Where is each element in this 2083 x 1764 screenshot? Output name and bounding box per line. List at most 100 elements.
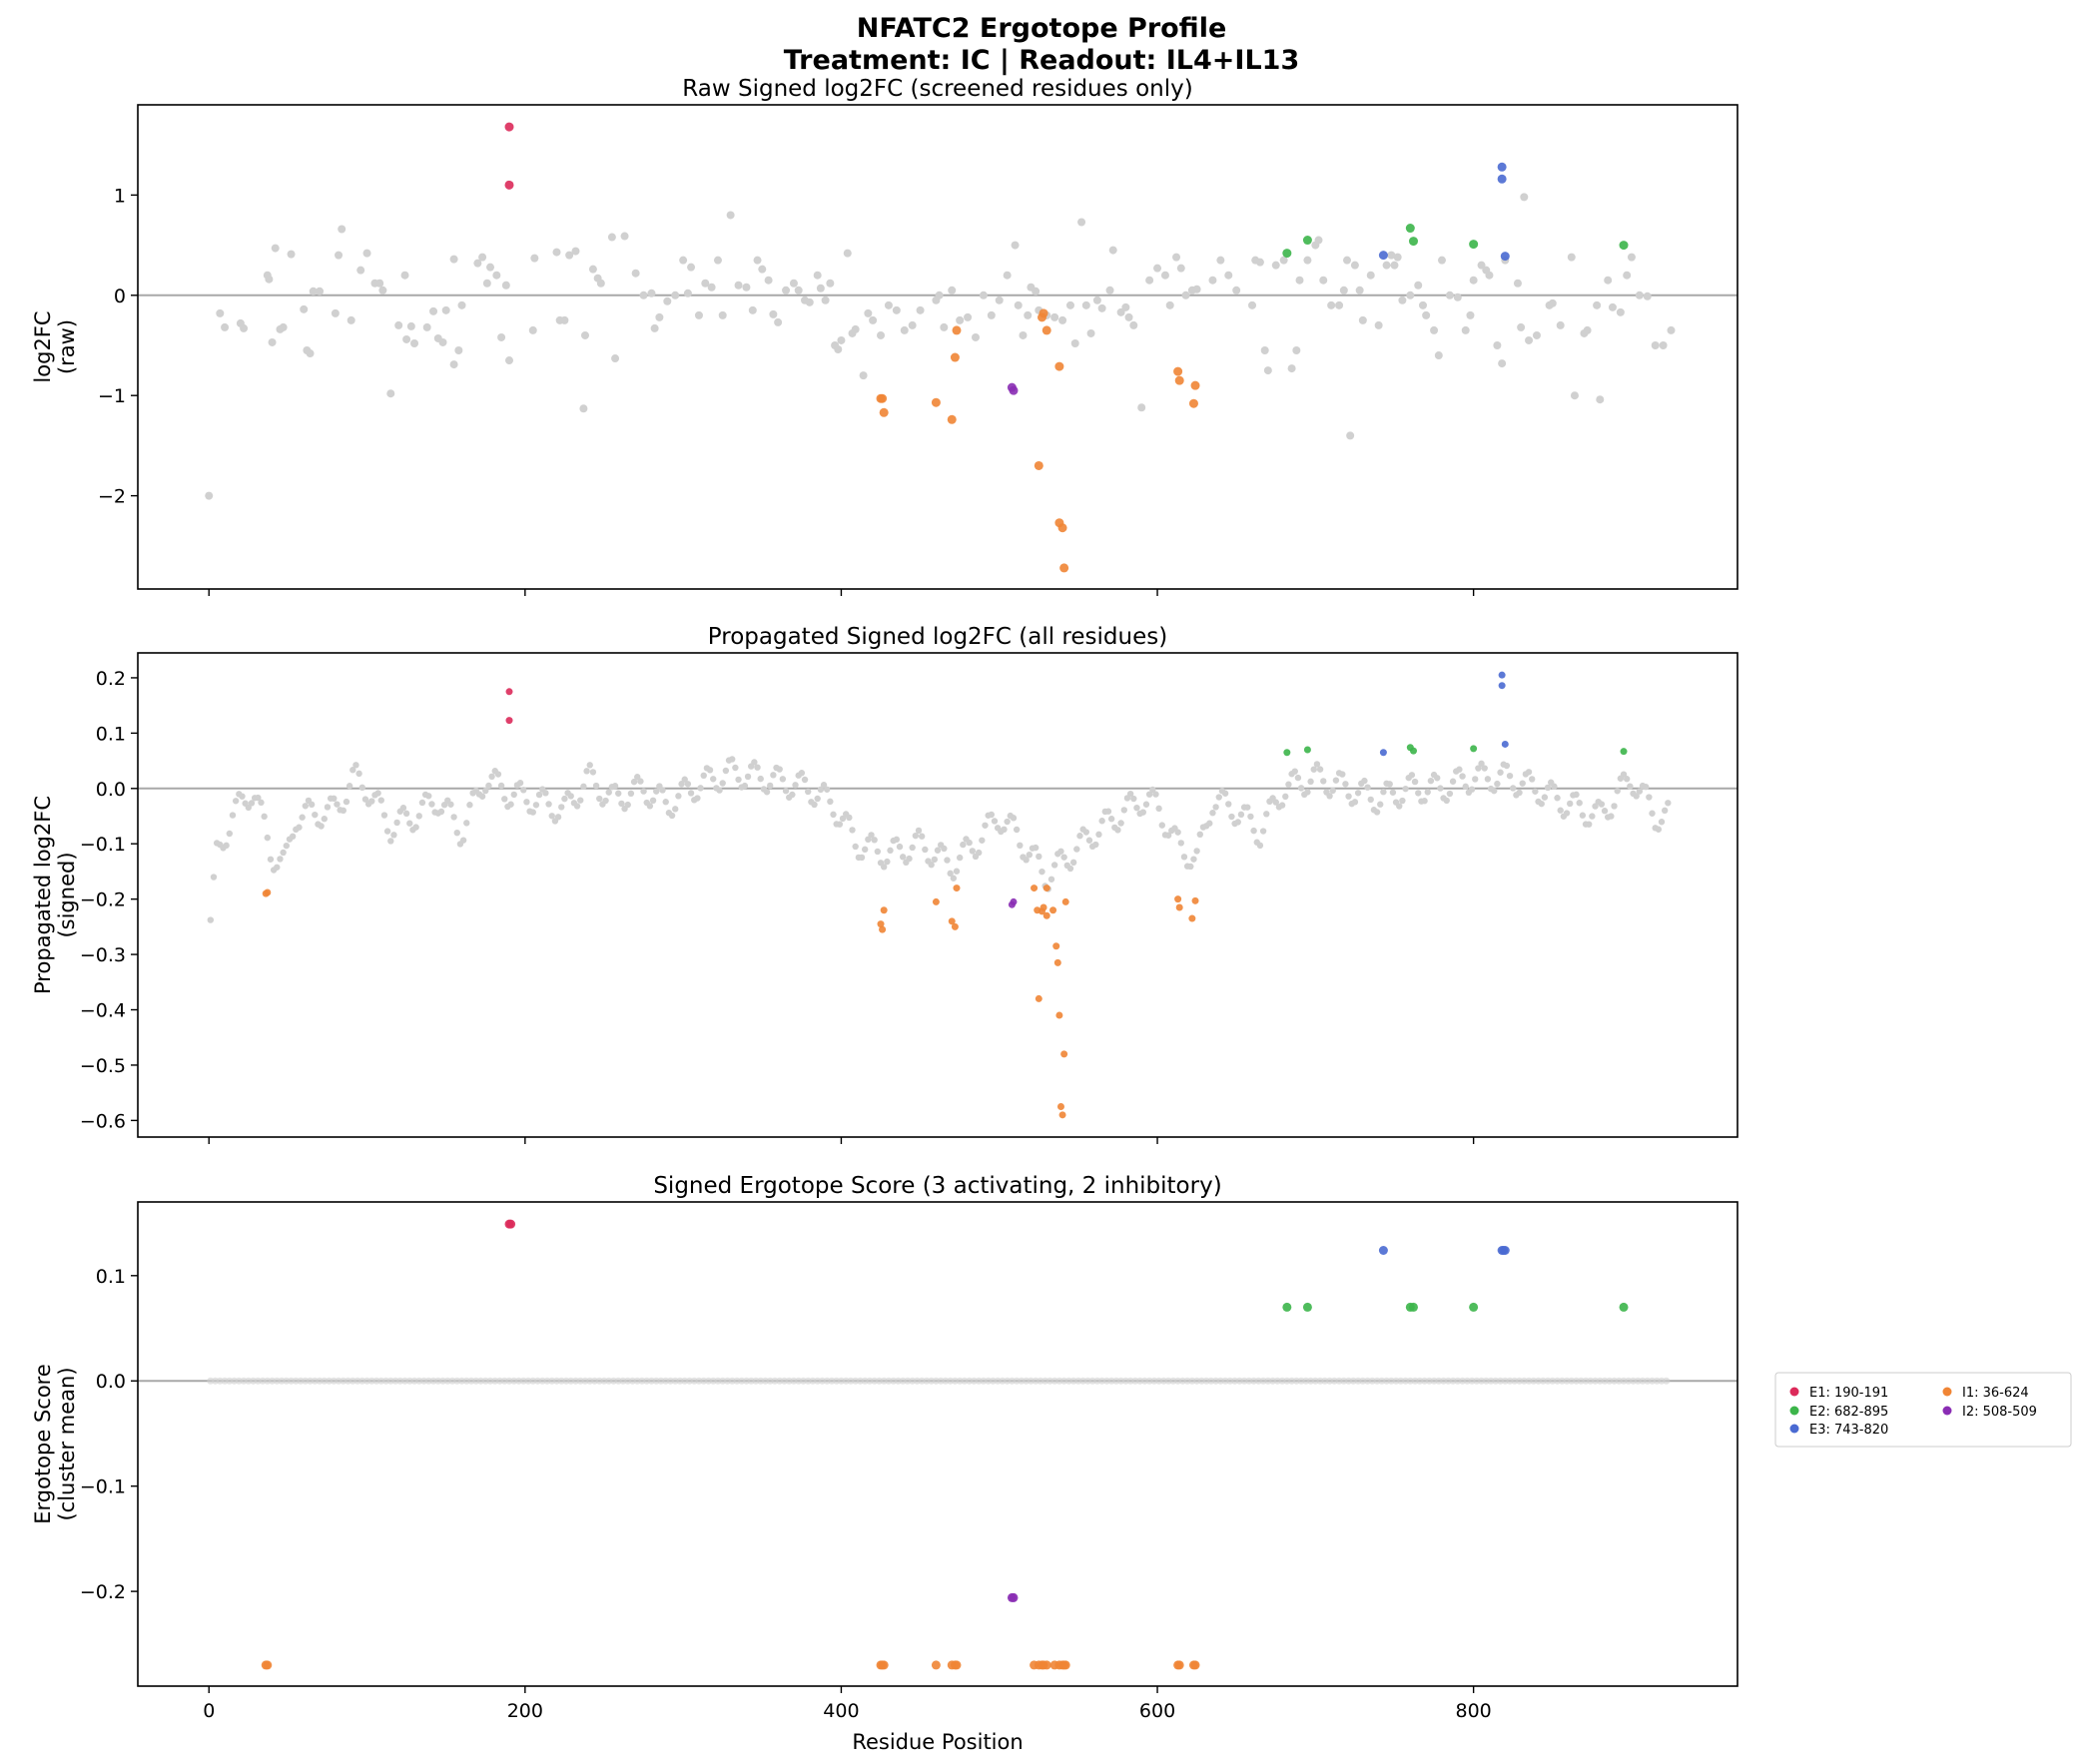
background-point: [1557, 807, 1564, 814]
background-point: [900, 325, 909, 334]
legend-item-i2: I2: 508-509: [1942, 1405, 2037, 1420]
background-point: [982, 822, 989, 829]
x-tick-label: 600: [1139, 1700, 1175, 1722]
background-point: [681, 776, 688, 783]
background-point: [956, 854, 964, 862]
background-point: [377, 797, 384, 804]
background-point: [1192, 285, 1201, 294]
background-point: [1525, 335, 1534, 344]
background-point: [1206, 820, 1213, 827]
point-e2: [1303, 746, 1311, 754]
legend-label-i1: I1: 36-624: [1962, 1386, 2029, 1401]
background-point: [545, 801, 552, 808]
y-tick-label: 0.1: [96, 723, 126, 745]
background-point: [1475, 765, 1482, 772]
background-point: [1329, 787, 1336, 795]
background-point: [1224, 271, 1233, 280]
background-point: [687, 790, 695, 797]
background-point: [678, 781, 685, 788]
background-point: [1133, 804, 1140, 812]
background-point: [1345, 793, 1352, 800]
point-i1: [1052, 942, 1060, 950]
legend-label-e2: E2: 682-895: [1809, 1405, 1888, 1420]
background-point: [1592, 803, 1599, 810]
background-point: [969, 848, 977, 855]
legend-marker-e2: [1789, 1406, 1799, 1416]
background-point: [1627, 783, 1634, 790]
background-point: [1563, 810, 1571, 817]
background-point: [1382, 261, 1391, 270]
background-point: [899, 854, 907, 861]
background-point: [956, 315, 965, 324]
background-point: [611, 354, 620, 363]
background-point: [210, 874, 218, 881]
background-point: [944, 857, 951, 864]
background-point: [684, 781, 692, 788]
background-point: [1130, 795, 1137, 803]
background-point: [207, 916, 215, 923]
background-point: [1342, 256, 1351, 265]
background-point: [649, 797, 657, 805]
background-point: [1097, 303, 1106, 312]
background-point: [874, 848, 882, 856]
background-point: [1655, 826, 1663, 833]
background-point: [1377, 801, 1384, 808]
background-point: [1620, 771, 1628, 778]
background-point: [1554, 795, 1561, 802]
background-point: [1498, 359, 1507, 368]
background-point: [1477, 261, 1486, 270]
background-point: [447, 801, 454, 808]
legend-label-e3: E3: 743-820: [1809, 1423, 1888, 1438]
background-point: [1651, 340, 1660, 349]
background-point: [583, 768, 590, 775]
point-e2: [1283, 749, 1291, 757]
background-point: [418, 799, 426, 807]
background-point: [383, 828, 391, 835]
background-point: [672, 806, 679, 813]
background-point: [1402, 785, 1409, 793]
background-point: [299, 814, 306, 821]
background-point: [1272, 799, 1279, 806]
point-i1: [1175, 903, 1183, 911]
point-e1: [505, 717, 513, 725]
background-point: [770, 772, 777, 779]
background-point: [588, 265, 597, 274]
background-point: [528, 325, 537, 334]
panel-2: Propagated Signed log2FC (all residues) −…: [31, 624, 1738, 1144]
background-point: [1145, 791, 1153, 798]
background-point: [1155, 805, 1162, 813]
background-point: [1086, 328, 1095, 337]
point-e2: [1408, 237, 1418, 247]
background-point: [1396, 803, 1403, 810]
background-point: [816, 284, 825, 293]
background-point: [1069, 859, 1077, 867]
background-point: [296, 824, 303, 831]
background-point: [347, 315, 355, 324]
background-point: [794, 286, 803, 294]
background-point: [859, 371, 868, 380]
axes-frame: [137, 104, 1738, 590]
background-point: [1294, 774, 1302, 782]
panel-2-title: Propagated Signed log2FC (all residues): [708, 624, 1167, 650]
background-point: [306, 349, 315, 358]
background-point: [995, 295, 1004, 304]
background-point: [1636, 788, 1644, 795]
background-point: [763, 789, 771, 796]
background-point: [851, 324, 860, 333]
background-point: [321, 816, 328, 823]
background-point: [221, 322, 230, 331]
background-point: [516, 780, 524, 787]
background-point: [394, 320, 403, 329]
y-tick-label: −0.3: [80, 944, 126, 966]
point-i1: [932, 897, 940, 905]
background-point: [268, 337, 277, 346]
background-point: [789, 791, 796, 799]
background-point: [1665, 800, 1672, 807]
background-point: [1098, 818, 1105, 825]
background-point: [1092, 841, 1099, 849]
background-point: [839, 815, 847, 823]
background-point: [501, 796, 508, 803]
background-point: [1193, 848, 1200, 855]
background-point: [1092, 295, 1101, 304]
background-point: [1358, 315, 1367, 324]
